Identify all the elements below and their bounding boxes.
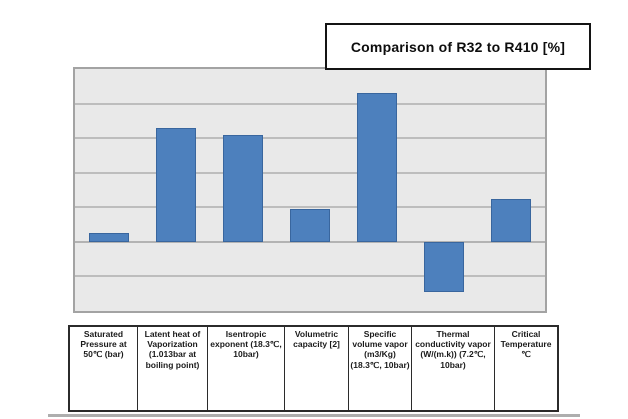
category-label-4: Volumetric capacity [2] bbox=[285, 327, 349, 410]
gridline bbox=[75, 102, 545, 105]
gridline bbox=[75, 206, 545, 209]
bar-2[interactable] bbox=[155, 127, 196, 242]
bar-3[interactable] bbox=[222, 134, 263, 242]
gridline bbox=[75, 137, 545, 140]
category-label-2: Latent heat of Vaporization (1.013bar at… bbox=[138, 327, 208, 410]
category-label-1: Saturated Pressure at 50℃ (bar) bbox=[70, 327, 138, 410]
chart-title-box: Comparison of R32 to R410 [%] bbox=[325, 23, 591, 70]
category-label-5: Specific volume vapor (m3/Kg) (18.3℃, 10… bbox=[349, 327, 412, 410]
gridline bbox=[75, 275, 545, 278]
category-label-7: Critical Temperature ℃ bbox=[500, 329, 552, 360]
bar-4[interactable] bbox=[290, 209, 330, 242]
category-label-6: Thermal conductivity vapor (W/(m.k)) (7.… bbox=[412, 327, 495, 410]
bottom-divider bbox=[48, 414, 580, 417]
chart-title: Comparison of R32 to R410 [%] bbox=[350, 38, 566, 55]
category-label-3: Isentropic exponent (18.3℃, 10bar) bbox=[208, 327, 285, 410]
gridline-zero bbox=[75, 240, 545, 243]
bar-7[interactable] bbox=[491, 198, 532, 242]
bar-6[interactable] bbox=[424, 241, 465, 292]
category-axis-table: Saturated Pressure at 50℃ (bar) Latent he… bbox=[68, 325, 559, 412]
bar-5[interactable] bbox=[357, 93, 398, 242]
gridline bbox=[75, 171, 545, 174]
bar-1[interactable] bbox=[88, 233, 129, 242]
chart-plot-area bbox=[73, 67, 547, 313]
